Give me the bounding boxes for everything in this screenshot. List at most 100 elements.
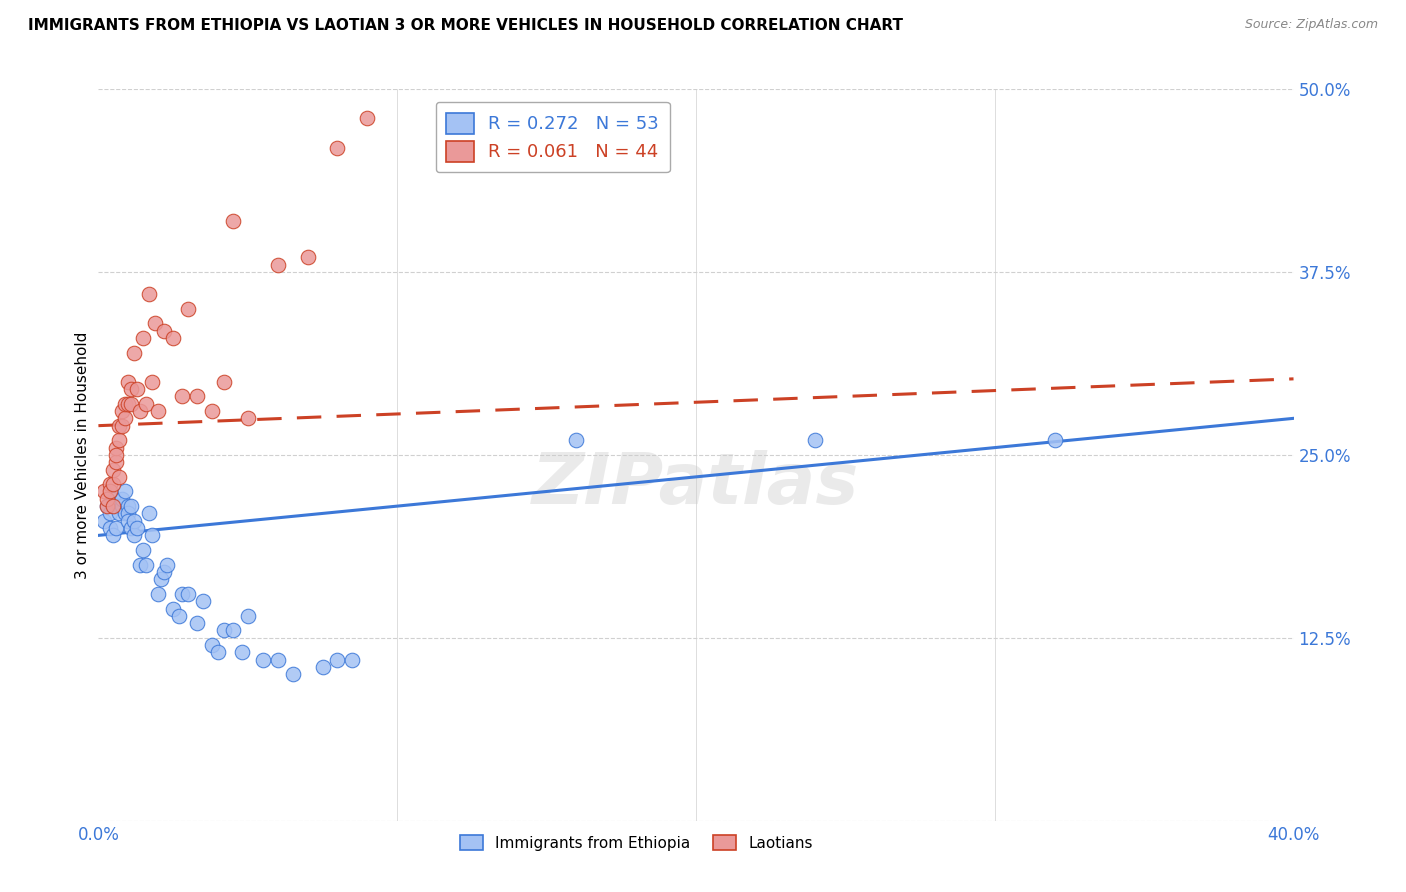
Point [111,499,134,513]
Text: IMMIGRANTS FROM ETHIOPIA VS LAOTIAN 3 OR MORE VEHICLES IN HOUSEHOLD CORRELATION : IMMIGRANTS FROM ETHIOPIA VS LAOTIAN 3 OR… [28,18,903,33]
Point [103,477,125,491]
Point [98,507,122,521]
Point [117,507,139,521]
Point [108,499,131,513]
Point [135,397,157,411]
Point [111,491,134,506]
Point [117,514,139,528]
Point [804,434,827,448]
Point [326,141,349,155]
Point [201,404,224,418]
Point [120,382,142,396]
Text: ZIPatlas: ZIPatlas [533,450,859,518]
Point [138,287,160,301]
Point [207,645,229,659]
Point [98,484,122,499]
Point [143,316,166,330]
Point [120,521,142,535]
Point [565,434,588,448]
Point [114,484,136,499]
Point [120,499,142,513]
Legend: Immigrants from Ethiopia, Laotians: Immigrants from Ethiopia, Laotians [454,829,818,857]
Point [222,214,245,228]
Point [281,667,304,681]
Point [108,434,131,448]
Point [96,499,118,513]
Point [124,345,146,359]
Point [96,491,118,506]
Point [108,507,131,521]
Point [141,375,163,389]
Point [162,331,184,345]
Point [117,375,139,389]
Point [98,521,122,535]
Point [124,528,146,542]
Point [172,389,194,403]
Point [129,404,152,418]
Point [111,404,134,418]
Point [105,448,128,462]
Point [177,587,200,601]
Point [212,624,235,638]
Point [156,558,179,572]
Point [311,660,333,674]
Point [148,587,170,601]
Point [114,397,136,411]
Point [117,499,139,513]
Point [105,499,128,513]
Point [127,521,149,535]
Point [105,455,128,469]
Point [150,572,173,586]
Point [117,397,139,411]
Point [297,251,319,265]
Point [103,499,125,513]
Point [167,608,190,623]
Point [93,514,115,528]
Point [236,411,259,425]
Point [108,470,131,484]
Point [177,301,200,316]
Point [153,324,176,338]
Point [356,112,378,126]
Point [186,616,208,631]
Point [148,404,170,418]
Point [96,499,118,513]
Point [105,441,128,455]
Point [1043,434,1066,448]
Point [186,389,208,403]
Point [98,477,122,491]
Point [114,411,136,425]
Point [172,587,194,601]
Text: Source: ZipAtlas.com: Source: ZipAtlas.com [1244,18,1378,31]
Point [93,484,115,499]
Point [153,565,176,579]
Point [267,653,290,667]
Point [114,507,136,521]
Point [103,528,125,542]
Point [103,499,125,513]
Point [129,558,152,572]
Point [252,653,274,667]
Point [267,258,290,272]
Point [120,397,142,411]
Point [127,382,149,396]
Point [222,624,245,638]
Point [132,543,155,558]
Point [191,594,214,608]
Point [342,653,364,667]
Point [111,418,134,433]
Point [236,608,259,623]
Point [124,514,146,528]
Point [105,521,128,535]
Point [135,558,157,572]
Point [326,653,349,667]
Point [162,601,184,615]
Point [231,645,253,659]
Point [103,491,125,506]
Y-axis label: 3 or more Vehicles in Household: 3 or more Vehicles in Household [75,331,90,579]
Point [141,528,163,542]
Point [201,638,224,652]
Point [132,331,155,345]
Point [103,462,125,476]
Point [108,418,131,433]
